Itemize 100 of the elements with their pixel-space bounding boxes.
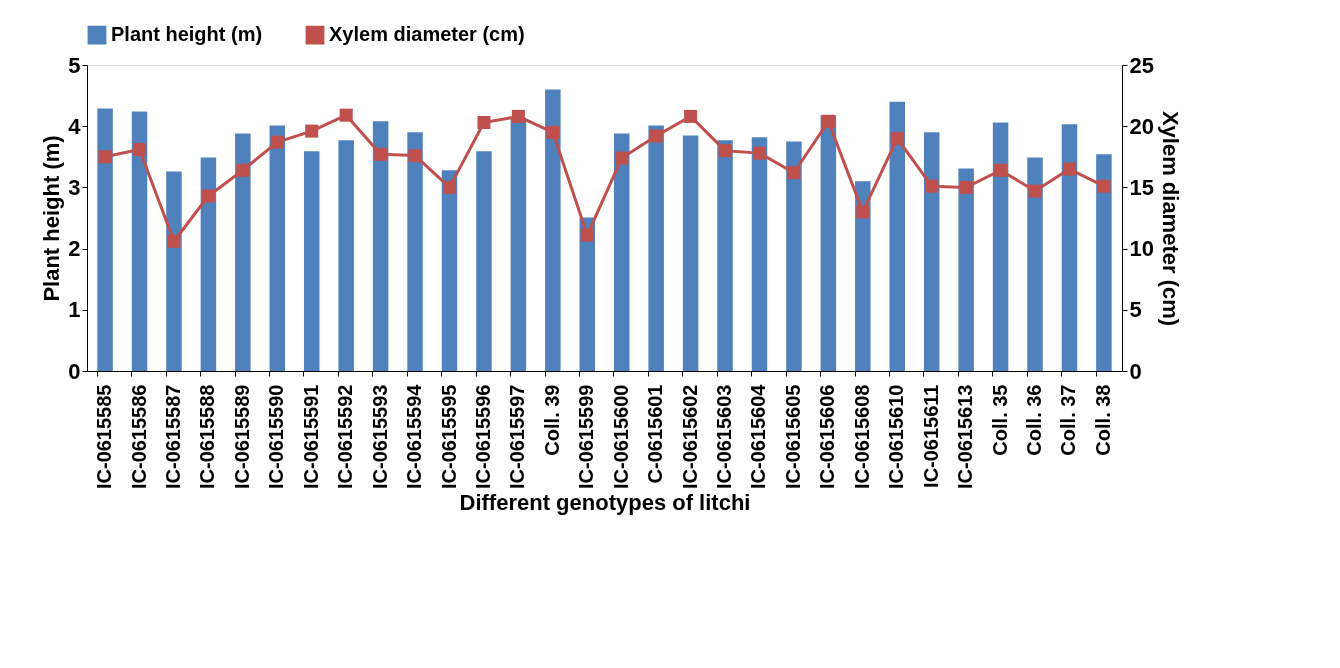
y2-axis-title: Xylem diameter (cm) bbox=[1157, 110, 1183, 327]
bar bbox=[269, 125, 286, 371]
point bbox=[374, 147, 388, 161]
bar bbox=[820, 115, 837, 371]
y-tick-label: 4 bbox=[68, 113, 82, 139]
point bbox=[649, 129, 663, 143]
y-tick-label: 0 bbox=[68, 358, 81, 384]
point bbox=[270, 135, 284, 149]
y2-tick-label: 25 bbox=[1129, 52, 1154, 78]
point bbox=[787, 166, 801, 180]
point bbox=[1062, 162, 1076, 176]
legend-label: Xylem diameter (cm) bbox=[329, 23, 525, 46]
point bbox=[1028, 184, 1042, 198]
x-tick-label: Coll. 38 bbox=[1091, 384, 1114, 456]
bar bbox=[923, 132, 940, 371]
bar bbox=[958, 168, 974, 371]
x-tick-label: IC-0615592 bbox=[334, 384, 357, 490]
x-tick-label: IC-0615595 bbox=[437, 384, 460, 490]
x-tick-label: Coll. 39 bbox=[540, 384, 563, 456]
bar bbox=[1096, 154, 1112, 371]
bar bbox=[545, 89, 561, 371]
bar bbox=[97, 108, 113, 371]
y2-tick-label: 10 bbox=[1129, 236, 1154, 262]
point bbox=[546, 125, 560, 139]
bar bbox=[855, 181, 871, 371]
x-tick-label: IC-0615606 bbox=[816, 384, 839, 490]
point bbox=[442, 180, 457, 194]
bar bbox=[338, 140, 354, 371]
x-tick-label: Coll. 37 bbox=[1057, 384, 1080, 456]
point bbox=[236, 163, 250, 177]
point bbox=[821, 114, 835, 128]
x-tick-label: IC-0615613 bbox=[954, 384, 977, 490]
x-tick-label: C-0615601 bbox=[644, 384, 667, 484]
x-tick-label: IC-0615597 bbox=[506, 384, 529, 490]
x-tick-label: IC-0615603 bbox=[713, 384, 736, 490]
y-tick-label: 1 bbox=[68, 297, 81, 323]
y-tick-label: 5 bbox=[68, 52, 81, 78]
point bbox=[925, 179, 939, 193]
x-tick-label: IC-0615604 bbox=[747, 383, 770, 490]
bar bbox=[166, 171, 182, 371]
x-tick-label: IC-0615591 bbox=[299, 384, 322, 490]
x-tick-label: IC-0615593 bbox=[368, 384, 391, 490]
point bbox=[994, 163, 1008, 177]
point bbox=[98, 150, 112, 164]
point bbox=[477, 116, 491, 130]
x-tick-label: IC-0615594 bbox=[403, 383, 426, 490]
bar bbox=[579, 217, 596, 371]
y2-tick-label: 20 bbox=[1129, 113, 1154, 139]
x-tick-label: IC-0615605 bbox=[781, 384, 804, 490]
point bbox=[339, 108, 353, 122]
bar bbox=[613, 133, 630, 371]
point bbox=[1097, 179, 1111, 193]
point bbox=[718, 144, 732, 158]
y-tick-label: 2 bbox=[68, 236, 81, 262]
bar bbox=[441, 170, 458, 371]
bar bbox=[648, 125, 664, 371]
y2-tick-label: 5 bbox=[1129, 297, 1142, 323]
point bbox=[201, 189, 215, 203]
bar bbox=[786, 141, 802, 371]
point bbox=[305, 124, 319, 138]
bar bbox=[235, 133, 251, 371]
x-axis-title: Different genotypes of litchi bbox=[459, 490, 751, 516]
point bbox=[959, 180, 973, 194]
x-tick-label: Coll. 36 bbox=[1023, 384, 1046, 456]
x-tick-label: IC-0615600 bbox=[609, 384, 632, 490]
bar bbox=[1027, 157, 1043, 371]
point bbox=[684, 109, 698, 123]
y2-tick-label: 0 bbox=[1129, 358, 1142, 384]
bar bbox=[476, 151, 492, 371]
x-tick-label: IC-0615596 bbox=[471, 384, 494, 490]
bar bbox=[889, 101, 906, 371]
point bbox=[408, 149, 422, 163]
point bbox=[752, 146, 767, 160]
x-tick-label: Coll. 35 bbox=[988, 384, 1011, 456]
x-tick-label: IC-0615602 bbox=[678, 384, 701, 490]
point bbox=[167, 234, 181, 248]
bar bbox=[992, 122, 1009, 371]
bar bbox=[303, 151, 320, 371]
point bbox=[856, 205, 870, 219]
y2-tick-label: 15 bbox=[1129, 174, 1154, 200]
point bbox=[615, 151, 629, 165]
bar bbox=[131, 111, 148, 371]
x-tick-label: IC-0615608 bbox=[850, 384, 873, 490]
x-tick-label: IC-0615585 bbox=[93, 384, 116, 490]
x-tick-label: IC-0615610 bbox=[885, 384, 908, 490]
x-tick-label: IC-0615588 bbox=[196, 384, 219, 490]
y-tick-label: 3 bbox=[68, 174, 81, 200]
x-tick-label: IC-0615586 bbox=[127, 384, 150, 490]
bar bbox=[751, 137, 768, 371]
x-tick-label: IC-0615590 bbox=[265, 384, 288, 490]
bar bbox=[717, 140, 733, 371]
x-tick-label: IC-0615599 bbox=[575, 384, 598, 490]
point bbox=[580, 228, 594, 242]
bar bbox=[1061, 124, 1078, 371]
legend-label: Plant height (m) bbox=[111, 23, 263, 46]
point bbox=[511, 109, 525, 123]
bar bbox=[682, 135, 699, 371]
x-tick-label: IC-0615587 bbox=[161, 384, 184, 490]
point bbox=[133, 142, 147, 156]
bar bbox=[510, 117, 527, 371]
